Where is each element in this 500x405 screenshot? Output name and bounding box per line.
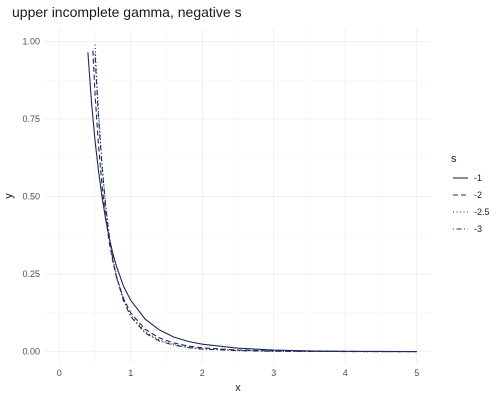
y-tick-label: 1.00: [22, 36, 40, 46]
y-axis-title: y: [3, 193, 15, 199]
y-tick-label: 0.25: [22, 269, 40, 279]
y-tick-label: 0.50: [22, 192, 40, 202]
axis-layer: 0 1 2 3 4 5 0.00 0.25 0.50 0.75 1.00: [22, 36, 419, 378]
x-tick-label: 5: [414, 368, 419, 378]
legend-label-2: -2: [474, 190, 482, 200]
x-tick-label: 4: [343, 368, 348, 378]
series-layer: [87, 44, 417, 353]
grid-layer: [45, 29, 431, 364]
x-tick-label: 0: [57, 368, 62, 378]
legend: s -1 -2 -2.5 -3: [451, 153, 490, 234]
legend-title: s: [451, 153, 457, 165]
legend-label-3: -2.5: [474, 207, 490, 217]
chart-title: upper incomplete gamma, negative s: [12, 4, 242, 20]
y-tick-label: 0.00: [22, 347, 40, 357]
x-tick-label: 2: [200, 368, 205, 378]
y-tick-label: 0.75: [22, 114, 40, 124]
x-tick-label: 1: [128, 368, 133, 378]
series-line-1: [87, 52, 417, 353]
x-tick-label: 3: [271, 368, 276, 378]
series-line-2: [92, 50, 417, 353]
series-line-3: [94, 44, 417, 353]
x-axis-title: x: [235, 382, 241, 394]
legend-label-1: -1: [474, 173, 482, 183]
series-line-4: [94, 53, 417, 353]
legend-label-4: -3: [474, 224, 482, 234]
